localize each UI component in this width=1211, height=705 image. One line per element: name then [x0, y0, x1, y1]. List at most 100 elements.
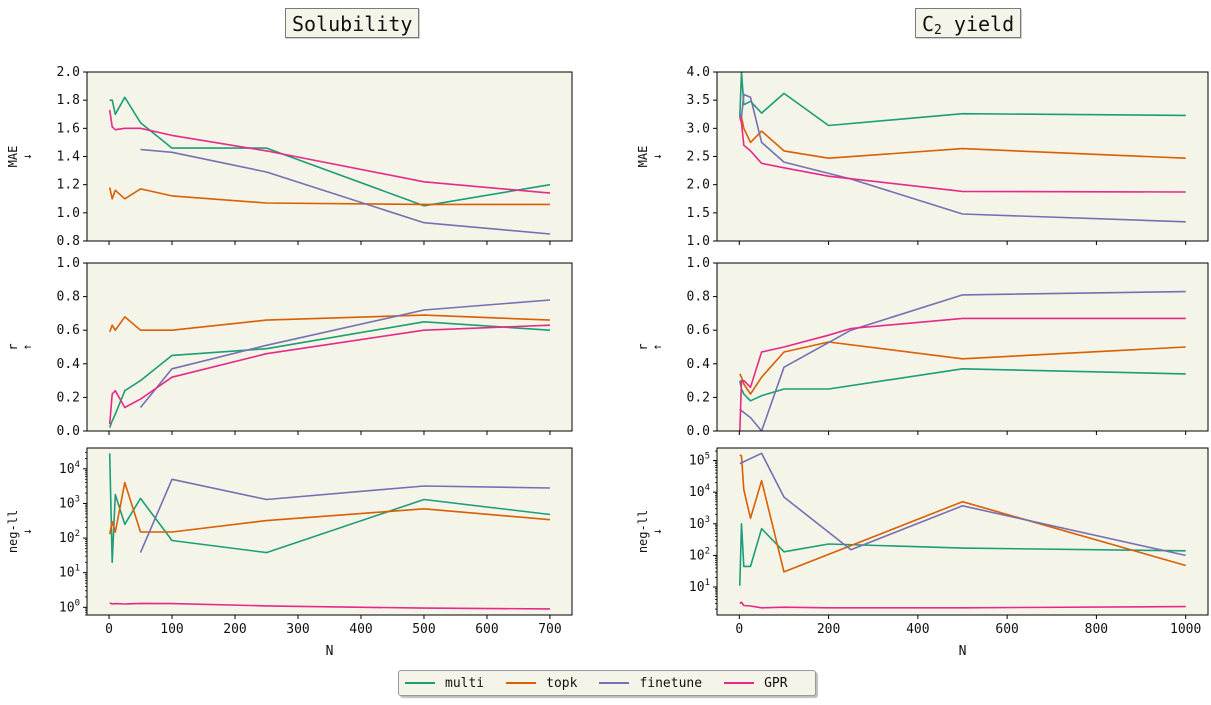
y-tick-label: 0.0	[57, 424, 80, 439]
title-c2-rest: yield	[941, 12, 1015, 36]
panel-yield-mae: 1.0 1.5 2.0 2.5 3.0 3.5 4.0 MAE ↓	[636, 65, 1209, 249]
title-c2-yield: C2 yield	[915, 8, 1022, 38]
y-tick-label: 101	[59, 564, 80, 581]
series-line-multi	[109, 96, 551, 207]
series-line-topk	[739, 341, 1186, 395]
y-axis-arrow: ↑	[650, 343, 664, 350]
x-tick-label: 600	[995, 622, 1018, 637]
title-c2-subscript: 2	[934, 23, 942, 38]
y-axis-label-text: r	[6, 343, 20, 350]
plot-area	[717, 263, 1208, 431]
legend-item-finetune: finetune	[599, 676, 702, 691]
y-axis-label-text: neg-ll	[636, 510, 650, 553]
panel-solubility-r: 0.0 0.2 0.4 0.6 0.8 1.0 r ↑	[6, 256, 573, 439]
x-tick-label: 1000	[1170, 622, 1201, 637]
series-line-topk	[108, 187, 550, 206]
y-axis-label: MAE ↓	[6, 146, 34, 168]
y-tick-label: 1.0	[687, 234, 710, 249]
series-line-GPR	[109, 602, 551, 610]
y-tick-label: 104	[59, 460, 80, 477]
series-line-finetune	[140, 148, 551, 235]
y-axis-label: neg-ll ↓	[636, 510, 664, 553]
y-tick-label: 102	[59, 529, 80, 546]
series-line-finetune	[139, 478, 551, 553]
y-tick-label: 0.6	[57, 323, 80, 338]
axes-frame	[716, 262, 1209, 432]
legend-swatch-multi	[405, 682, 435, 684]
x-tick-label: 300	[286, 622, 309, 637]
title-solubility-text: Solubility	[292, 12, 413, 36]
x-tick-label: 400	[906, 622, 929, 637]
title-c2-main: C	[922, 12, 935, 36]
y-axis-arrow: ↓	[20, 153, 34, 160]
y-tick-label: 0.0	[687, 424, 710, 439]
series-line-GPR	[108, 324, 551, 425]
panel-yield-r: 0.0 0.2 0.4 0.6 0.8 1.0 r ↑	[636, 256, 1209, 439]
legend-swatch-topk	[506, 682, 537, 684]
y-axis-label: r ↑	[6, 343, 34, 350]
plot-area	[717, 448, 1208, 615]
series-line-multi	[739, 367, 1186, 402]
y-tick-label: 3.5	[687, 93, 710, 108]
x-tick-label: 400	[349, 622, 372, 637]
x-tick-label: 200	[223, 622, 246, 637]
y-tick-label: 1.2	[57, 178, 80, 193]
series-line-GPR	[739, 601, 1186, 609]
y-axis-label-text: neg-ll	[6, 510, 20, 553]
x-tick-label: 0	[735, 622, 743, 637]
series-line-GPR	[108, 109, 551, 194]
y-tick-label: 101	[689, 578, 710, 595]
y-tick-label: 0.8	[57, 290, 80, 305]
panel-solubility-mae: 0.8 1.0 1.2 1.4 1.6 1.8 2.0 MAE ↓	[6, 65, 573, 249]
legend-swatch-finetune	[599, 682, 630, 684]
series-line-multi	[108, 453, 551, 564]
y-tick-label: 103	[59, 494, 80, 511]
x-tick-label: 800	[1085, 622, 1108, 637]
y-tick-label: 0.4	[57, 357, 81, 372]
x-tick-label: 500	[412, 622, 435, 637]
y-tick-label: 1.4	[57, 150, 81, 165]
series-line-finetune	[739, 290, 1186, 431]
x-tick-label: 700	[538, 622, 561, 637]
axes-frame	[86, 262, 573, 432]
series-line-GPR	[739, 116, 1186, 193]
y-tick-label: 0.8	[57, 234, 80, 249]
series-line-finetune	[739, 93, 1186, 223]
series-line-finetune	[139, 299, 551, 409]
legend-label-gpr: GPR	[764, 675, 788, 691]
legend-item-multi: multi	[405, 676, 484, 691]
y-tick-label: 0.6	[687, 323, 710, 338]
plot-area	[87, 72, 572, 241]
y-tick-label: 1.0	[57, 256, 80, 271]
x-axis-label: N	[326, 644, 334, 659]
legend-item-topk: topk	[506, 676, 577, 691]
x-axis-label: N	[959, 644, 967, 659]
series-line-multi	[739, 522, 1186, 586]
y-tick-label: 0.2	[57, 390, 80, 405]
y-tick-label: 1.5	[687, 206, 710, 221]
legend-label-finetune: finetune	[639, 675, 703, 691]
axes-frame	[86, 447, 573, 616]
legend-label-multi: multi	[445, 675, 485, 691]
y-tick-label: 2.0	[687, 178, 710, 193]
title-solubility: Solubility	[285, 8, 420, 38]
axes-frame	[716, 447, 1209, 616]
y-tick-label: 0.8	[687, 290, 710, 305]
y-tick-label: 0.4	[687, 357, 711, 372]
series-line-topk	[739, 116, 1186, 159]
panel-solubility-negll: 100 101 102 103 104 0 100 200 300 400 500 600 700 Nne…	[6, 447, 573, 659]
y-tick-label: 1.0	[57, 206, 80, 221]
y-tick-label: 1.6	[57, 121, 80, 136]
y-axis-label-text: MAE	[6, 146, 20, 168]
y-tick-label: 2.5	[687, 150, 710, 165]
series-line-topk	[739, 454, 1186, 573]
y-tick-label: 1.0	[687, 256, 710, 271]
legend-item-gpr: GPR	[724, 675, 788, 691]
x-tick-label: 200	[817, 622, 840, 637]
y-tick-label: 4.0	[687, 65, 710, 80]
series-line-topk	[108, 481, 551, 535]
plot-area	[717, 72, 1208, 241]
y-axis-label-text: MAE	[636, 146, 650, 168]
